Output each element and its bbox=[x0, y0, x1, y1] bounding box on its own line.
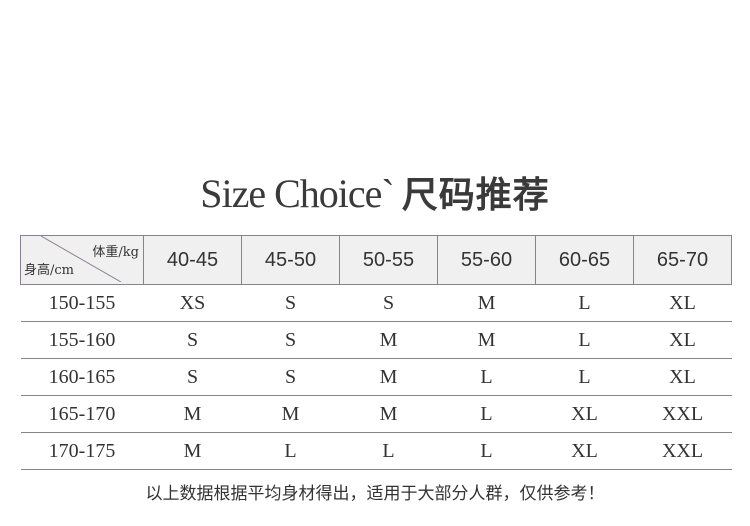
size-cell: XS bbox=[143, 284, 242, 322]
size-cell: S bbox=[143, 358, 242, 396]
corner-cell: 体重/kg 身高/cm bbox=[20, 235, 144, 285]
size-cell: M bbox=[143, 432, 242, 470]
size-cell: XL bbox=[633, 321, 732, 359]
size-cell: L bbox=[437, 432, 536, 470]
table-row: 150-155 XS S S M L XL bbox=[20, 284, 732, 322]
size-cell: M bbox=[437, 284, 536, 322]
size-cell: XL bbox=[535, 395, 634, 433]
size-cell: L bbox=[241, 432, 340, 470]
size-cell: S bbox=[241, 284, 340, 322]
size-cell: L bbox=[535, 321, 634, 359]
size-cell: L bbox=[339, 432, 438, 470]
size-cell: M bbox=[339, 358, 438, 396]
weight-header: 45-50 bbox=[241, 235, 340, 285]
height-cell: 155-160 bbox=[20, 321, 144, 359]
size-cell: M bbox=[241, 395, 340, 433]
size-cell: S bbox=[339, 284, 438, 322]
table-row: 165-170 M M M L XL XXL bbox=[20, 395, 732, 433]
size-cell: XXL bbox=[633, 395, 732, 433]
size-cell: L bbox=[535, 284, 634, 322]
height-cell: 170-175 bbox=[20, 432, 144, 470]
size-cell: M bbox=[437, 321, 536, 359]
height-cell: 150-155 bbox=[20, 284, 144, 322]
size-cell: XL bbox=[535, 432, 634, 470]
size-cell: S bbox=[143, 321, 242, 359]
size-cell: S bbox=[241, 358, 340, 396]
title-english: Size Choice` bbox=[200, 171, 394, 216]
size-cell: XL bbox=[633, 358, 732, 396]
size-table: 体重/kg 身高/cm 40-45 45-50 50-55 55-60 60-65 65-… bbox=[20, 235, 732, 470]
table-row: 170-175 M L L L XL XXL bbox=[20, 432, 732, 470]
weight-header: 60-65 bbox=[535, 235, 634, 285]
height-cell: 165-170 bbox=[20, 395, 144, 433]
size-cell: L bbox=[437, 395, 536, 433]
size-cell: L bbox=[437, 358, 536, 396]
weight-header: 65-70 bbox=[633, 235, 732, 285]
height-cell: 160-165 bbox=[20, 358, 144, 396]
size-cell: XXL bbox=[633, 432, 732, 470]
height-label: 身高/cm bbox=[24, 263, 74, 278]
size-cell: XL bbox=[633, 284, 732, 322]
weight-header: 50-55 bbox=[339, 235, 438, 285]
size-cell: L bbox=[535, 358, 634, 396]
size-cell: M bbox=[339, 321, 438, 359]
size-cell: M bbox=[339, 395, 438, 433]
table-row: 160-165 S S M L L XL bbox=[20, 358, 732, 396]
table-row: 155-160 S S M M L XL bbox=[20, 321, 732, 359]
title-chinese: 尺码推荐 bbox=[401, 175, 550, 216]
header-row: 体重/kg 身高/cm 40-45 45-50 50-55 55-60 60-65 65-… bbox=[20, 235, 732, 285]
weight-header: 55-60 bbox=[437, 235, 536, 285]
size-cell: M bbox=[143, 395, 242, 433]
weight-label: 体重/kg bbox=[92, 245, 139, 260]
page-title: Size Choice` 尺码推荐 bbox=[0, 166, 750, 218]
size-cell: S bbox=[241, 321, 340, 359]
footnote: 以上数据根据平均身材得出，适用于大部分人群，仅供参考！ bbox=[145, 484, 605, 504]
weight-header: 40-45 bbox=[143, 235, 242, 285]
diagonal-divider bbox=[40, 236, 122, 282]
